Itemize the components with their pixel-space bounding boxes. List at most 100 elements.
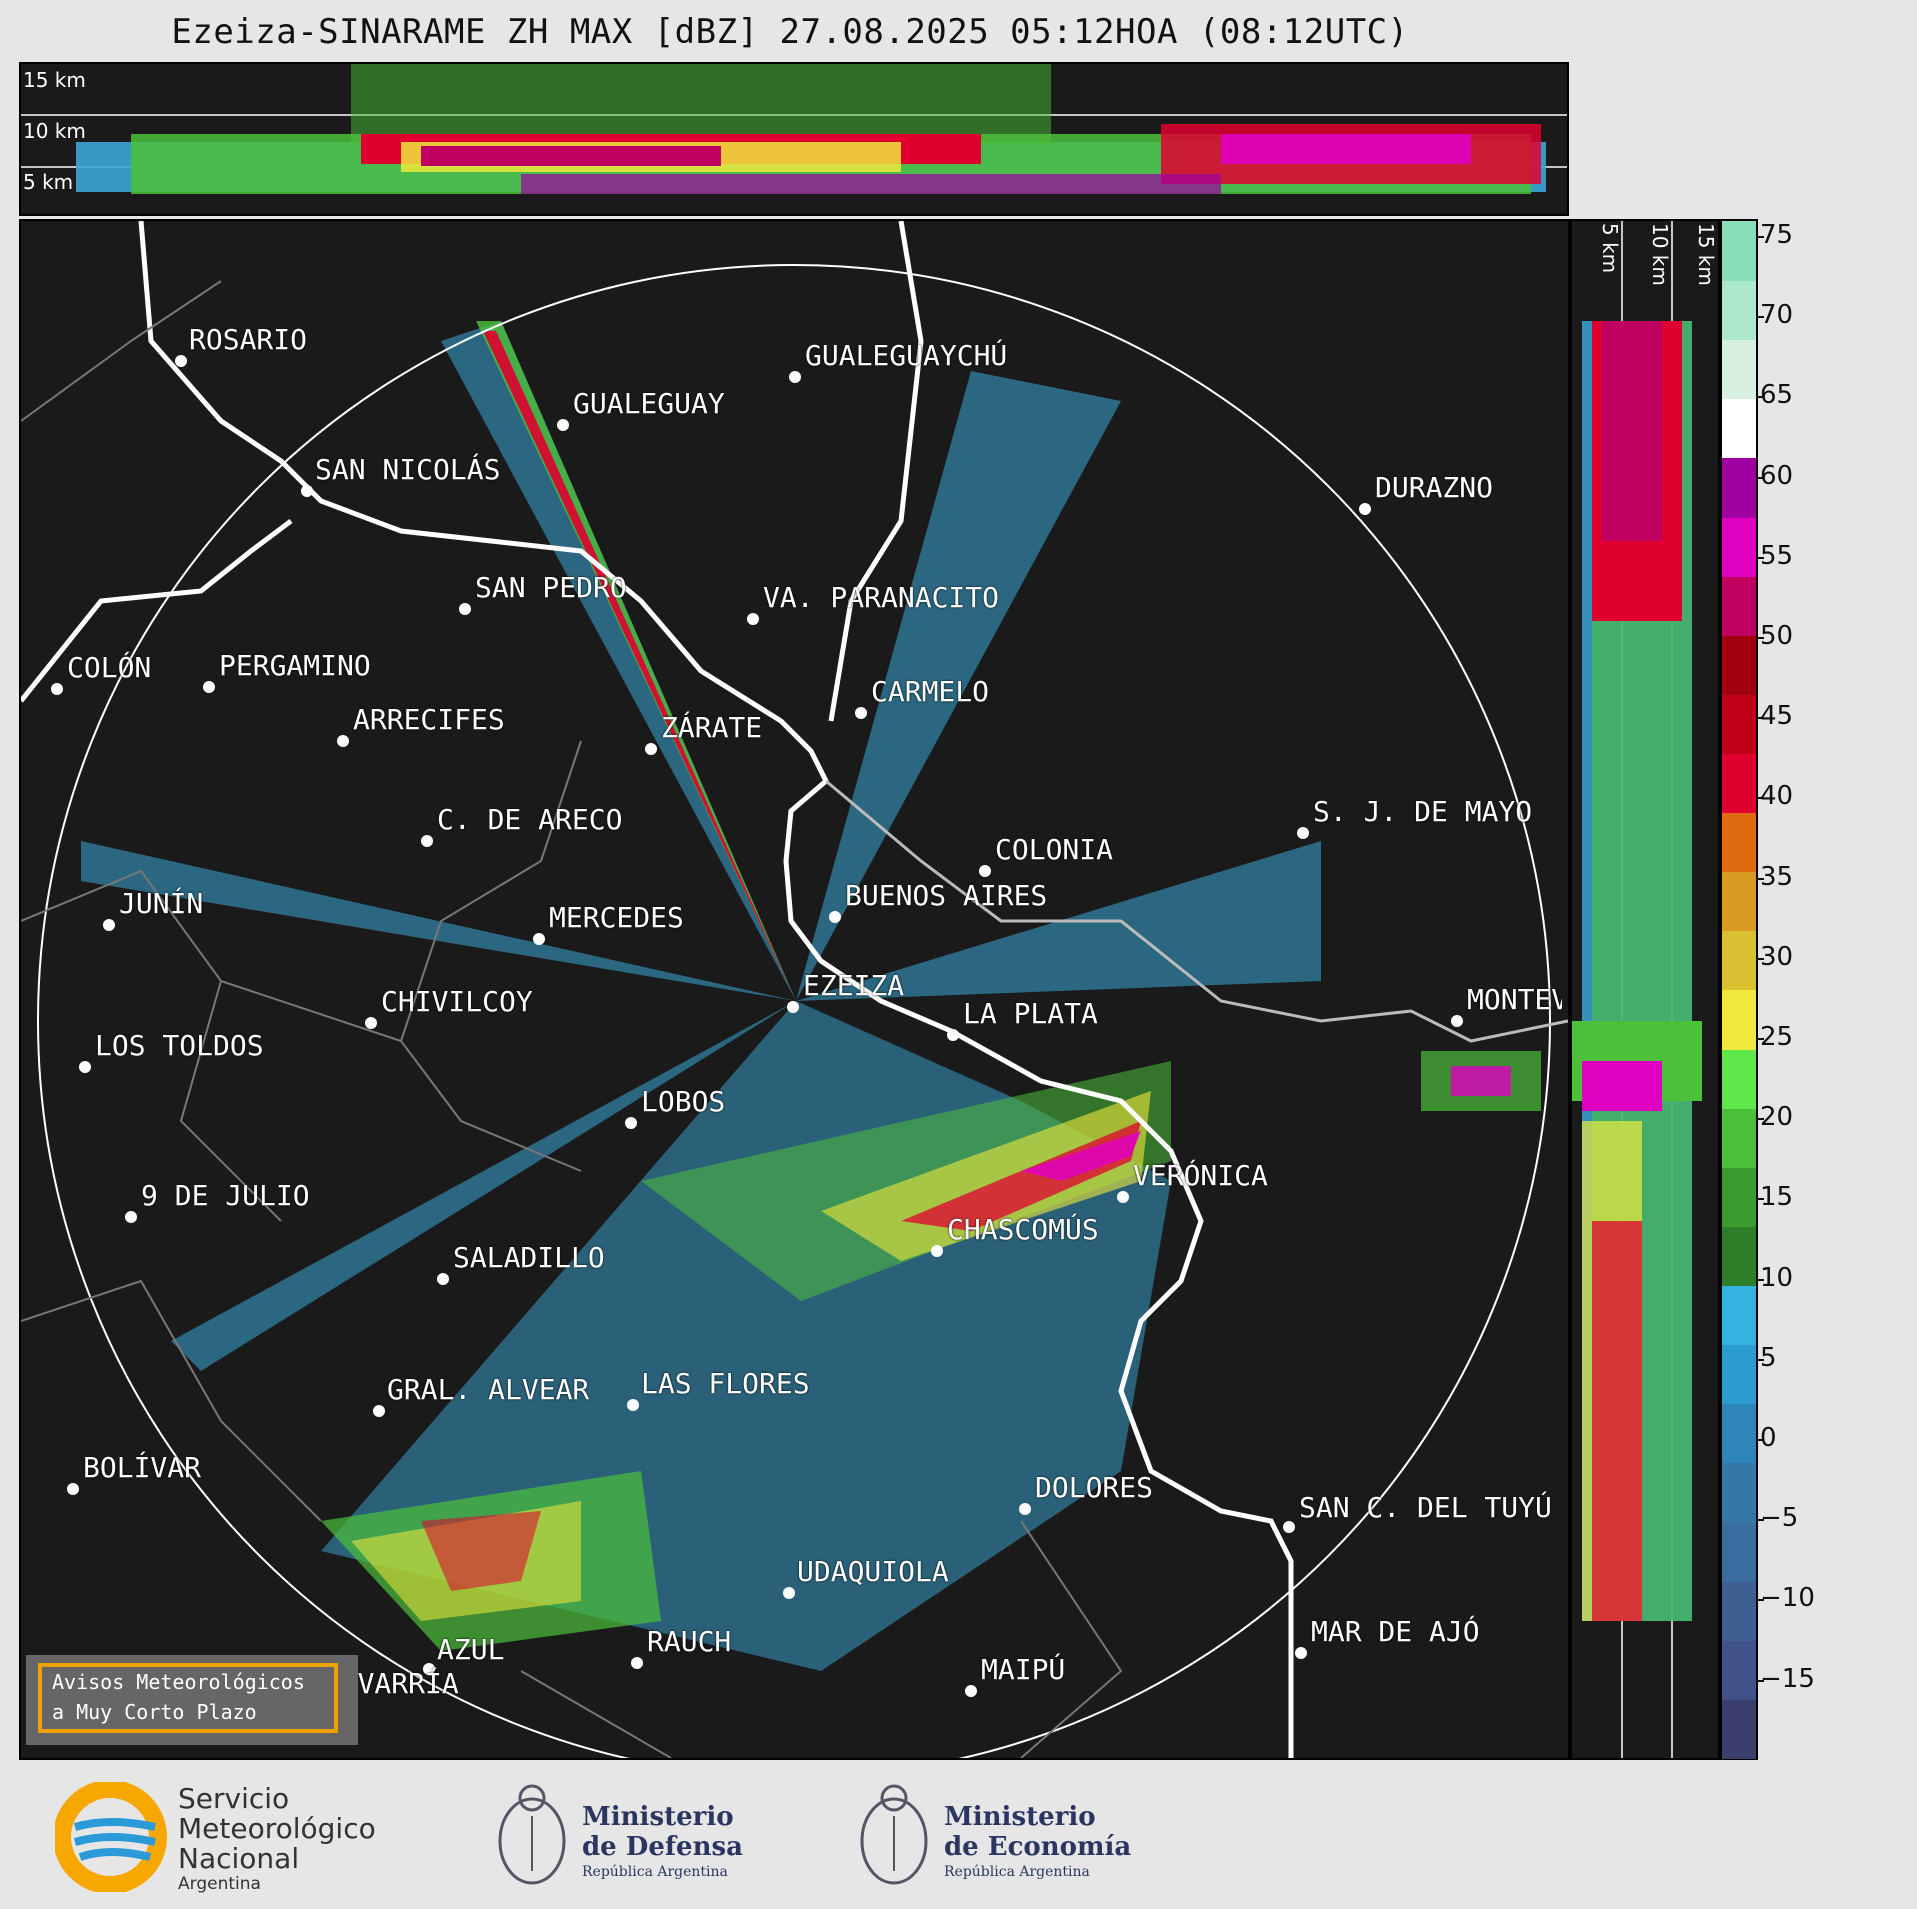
colorbar-tick-label: 40 bbox=[1755, 781, 1794, 812]
colorbar-band bbox=[1722, 1698, 1756, 1759]
city-label-gualeguaychu: GUALEGUAYCHÚ bbox=[805, 339, 1008, 372]
city-dot-carmelo bbox=[855, 707, 867, 719]
city-label-montevideo: MONTEVIDEO bbox=[1467, 983, 1562, 1016]
city-dot-san-jose-de-mayo bbox=[1297, 827, 1309, 839]
colorbar-band bbox=[1722, 753, 1756, 814]
colorbar-tick-label: −15 bbox=[1756, 1663, 1815, 1694]
city-label-rosario: ROSARIO bbox=[189, 323, 308, 356]
city-dot-rosario bbox=[175, 355, 187, 367]
city-label-c-de-areco: C. DE ARECO bbox=[437, 803, 623, 836]
colorbar-tick-label: −5 bbox=[1755, 1503, 1799, 1534]
city-dot-lobos bbox=[625, 1117, 637, 1129]
colorbar-band bbox=[1722, 1107, 1756, 1168]
city-dot-san-pedro bbox=[459, 603, 471, 615]
city-dot-ezeiza bbox=[787, 1001, 799, 1013]
defensa-seal-icon bbox=[498, 1784, 566, 1885]
city-dot-los-toldos bbox=[79, 1061, 91, 1073]
coastline bbox=[138, 221, 1294, 1758]
radar-map: ROSARIO GUALEGUAYCHÚ GUALEGUAY SAN NICOL… bbox=[19, 219, 1570, 1760]
colorbar-tick-label: 15 bbox=[1755, 1182, 1794, 1213]
colorbar-tick-label: 25 bbox=[1755, 1022, 1794, 1052]
colorbar-band bbox=[1722, 1285, 1756, 1346]
city-label-durazno: DURAZNO bbox=[1375, 471, 1494, 504]
city-label-saladillo: SALADILLO bbox=[453, 1241, 605, 1274]
city-label-chascomus: CHASCOMÚS bbox=[947, 1213, 1099, 1246]
city-dot-rauch bbox=[631, 1657, 643, 1669]
warning-box[interactable]: Avisos Meteorológicos a Muy Corto Plazo bbox=[26, 1655, 358, 1745]
warning-line-2: a Muy Corto Plazo bbox=[52, 1700, 257, 1724]
colorbar-band bbox=[1722, 693, 1756, 755]
city-label-la-plata: LA PLATA bbox=[963, 997, 1098, 1030]
city-dot-junin bbox=[103, 919, 115, 931]
city-label-va-paranacito: VA. PARANACITO bbox=[763, 581, 1000, 614]
city-label-mercedes: MERCEDES bbox=[549, 901, 684, 934]
colorbar-band bbox=[1722, 989, 1756, 1050]
warning-box-frame: Avisos Meteorológicos a Muy Corto Plazo bbox=[38, 1663, 338, 1733]
colorbar-tick-label: 75 bbox=[1755, 220, 1794, 250]
colorbar-band bbox=[1722, 457, 1756, 518]
economia-seal-icon bbox=[860, 1784, 928, 1885]
city-dot-colonia bbox=[979, 865, 991, 877]
colorbar-band bbox=[1722, 516, 1756, 577]
smn-logo-line1: Servicio bbox=[178, 1782, 290, 1815]
economia-line3: República Argentina bbox=[944, 1864, 1090, 1880]
colorbar-band bbox=[1722, 1166, 1756, 1227]
city-label-san-pedro: SAN PEDRO bbox=[475, 571, 627, 604]
dbz-colorbar bbox=[1720, 219, 1758, 1760]
city-label-gral-alvear: GRAL. ALVEAR bbox=[387, 1373, 590, 1406]
city-label-junin: JUNÍN bbox=[119, 887, 204, 920]
radar-map-canvas bbox=[21, 221, 1568, 1758]
city-label-9-de-julio: 9 DE JULIO bbox=[141, 1179, 310, 1212]
top-height-label-10km: 10 km bbox=[23, 119, 86, 143]
city-label-las-flores: LAS FLORES bbox=[641, 1367, 810, 1400]
city-label-zarate: ZÁRATE bbox=[661, 711, 763, 744]
city-label-gualeguay: GUALEGUAY bbox=[573, 387, 725, 420]
right-height-label-15km: 15 km bbox=[1694, 223, 1718, 286]
economia-line2: de Economía bbox=[944, 1832, 1132, 1862]
city-dot-gualeguay bbox=[557, 419, 569, 431]
city-dot-saladillo bbox=[437, 1273, 449, 1285]
colorbar-band bbox=[1722, 1344, 1756, 1405]
city-dot-colon bbox=[51, 683, 63, 695]
city-dot-montevideo bbox=[1451, 1015, 1463, 1027]
city-dot-gral-alvear bbox=[373, 1405, 385, 1417]
city-dot-mercedes bbox=[533, 933, 545, 945]
smn-logo-line3: Nacional bbox=[178, 1842, 300, 1875]
colorbar-band bbox=[1722, 1225, 1756, 1287]
city-label-carmelo: CARMELO bbox=[871, 675, 990, 708]
colorbar-band bbox=[1722, 634, 1756, 695]
city-dot-udaquiola bbox=[783, 1587, 795, 1599]
city-dot-durazno bbox=[1359, 503, 1371, 515]
colorbar-band bbox=[1722, 1462, 1756, 1523]
colorbar-band bbox=[1722, 339, 1756, 400]
map-title: Ezeiza-SINARAME ZH MAX [dBZ] 27.08.2025 … bbox=[171, 12, 1409, 52]
city-label-veronica: VERÓNICA bbox=[1133, 1159, 1268, 1192]
top-cross-section-plot bbox=[21, 64, 1567, 194]
city-dot-gualeguaychu bbox=[789, 371, 801, 383]
city-label-los-toldos: LOS TOLDOS bbox=[95, 1029, 264, 1062]
uruguay-coast bbox=[825, 779, 1568, 1043]
city-dot-azul bbox=[423, 1663, 435, 1675]
colorbar-tick-label: 45 bbox=[1755, 701, 1794, 732]
colorbar-tick-label: 10 bbox=[1755, 1262, 1794, 1293]
city-label-rauch: RAUCH bbox=[647, 1625, 732, 1658]
colorbar-band bbox=[1722, 1521, 1756, 1582]
defensa-line1: Ministerio bbox=[582, 1802, 734, 1832]
colorbar-band bbox=[1722, 812, 1756, 873]
right-height-label-10km: 10 km bbox=[1648, 223, 1672, 286]
city-dot-buenos-aires bbox=[829, 911, 841, 923]
city-dot-veronica bbox=[1117, 1191, 1129, 1203]
colorbar-tick-label: 35 bbox=[1755, 861, 1794, 892]
colorbar-band bbox=[1722, 930, 1756, 991]
city-label-maipu: MAIPÚ bbox=[981, 1653, 1066, 1686]
colorbar-tick-label: 30 bbox=[1755, 941, 1794, 972]
warning-line-1: Avisos Meteorológicos bbox=[52, 1670, 305, 1694]
smn-logo-line2: Meteorológico bbox=[178, 1812, 376, 1845]
top-height-label-15km: 15 km bbox=[23, 68, 86, 92]
smn-logo-line4: Argentina bbox=[178, 1874, 261, 1894]
colorbar-band bbox=[1722, 398, 1756, 459]
colorbar-tick-label: 70 bbox=[1755, 300, 1794, 331]
colorbar-tick-label: 20 bbox=[1755, 1102, 1794, 1133]
city-dot-mar-de-ajo bbox=[1295, 1647, 1307, 1659]
colorbar-tick-label: 65 bbox=[1755, 380, 1794, 411]
